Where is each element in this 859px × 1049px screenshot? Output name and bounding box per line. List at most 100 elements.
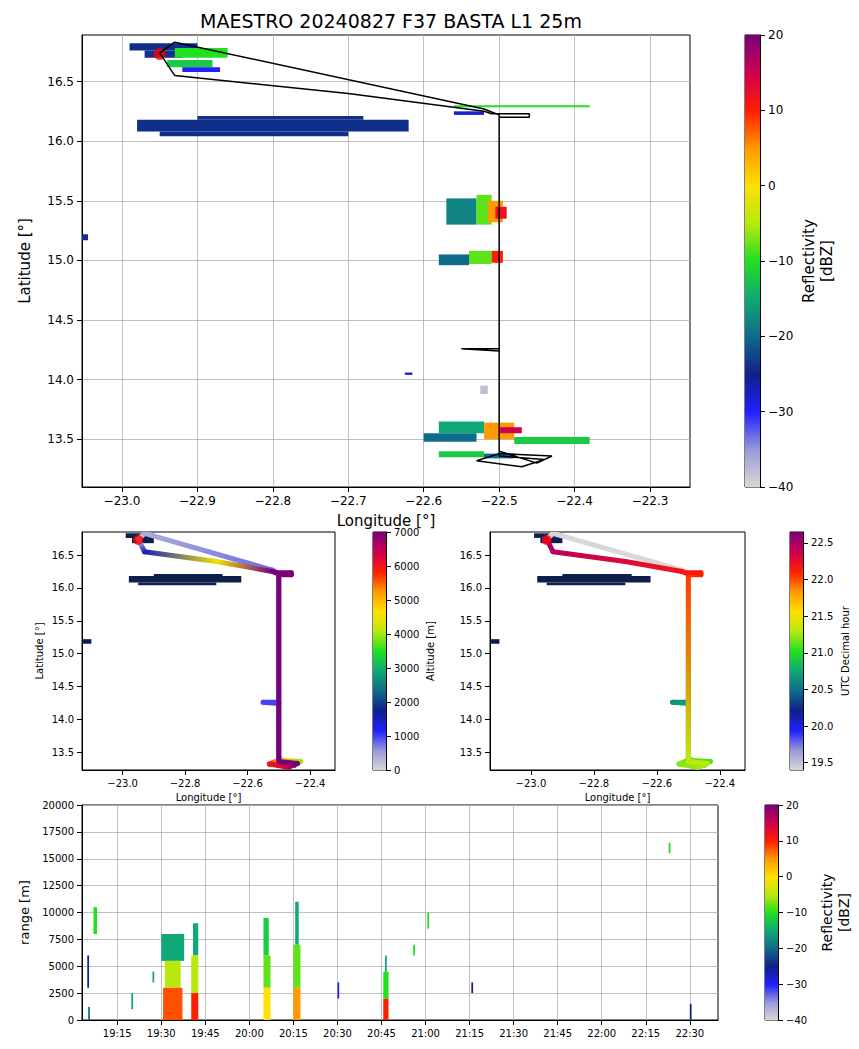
svg-text:−22.4: −22.4 — [556, 494, 593, 508]
svg-text:13.5: 13.5 — [460, 747, 482, 758]
svg-text:21:30: 21:30 — [499, 1028, 528, 1039]
svg-text:20.5: 20.5 — [811, 684, 833, 695]
svg-text:13.5: 13.5 — [52, 747, 74, 758]
svg-text:[dBZ]: [dBZ] — [818, 240, 836, 282]
svg-text:−10: −10 — [768, 254, 793, 268]
svg-text:15.0: 15.0 — [460, 648, 482, 659]
svg-text:22.0: 22.0 — [811, 574, 833, 585]
svg-text:22:15: 22:15 — [631, 1028, 660, 1039]
svg-text:−22.8: −22.8 — [579, 778, 610, 789]
svg-text:20000: 20000 — [42, 800, 74, 811]
svg-text:20:30: 20:30 — [323, 1028, 352, 1039]
svg-text:2000: 2000 — [394, 697, 419, 708]
svg-text:20.0: 20.0 — [811, 721, 833, 732]
svg-text:21:15: 21:15 — [455, 1028, 484, 1039]
svg-text:21:00: 21:00 — [411, 1028, 440, 1039]
svg-text:−20: −20 — [768, 329, 793, 343]
svg-text:16.5: 16.5 — [47, 75, 74, 89]
svg-text:−22.4: −22.4 — [295, 778, 326, 789]
svg-text:Latitude [°]: Latitude [°] — [34, 622, 45, 679]
svg-text:Longitude [°]: Longitude [°] — [176, 792, 242, 803]
svg-text:19.5: 19.5 — [811, 757, 833, 768]
svg-text:Altitude [m]: Altitude [m] — [425, 621, 436, 681]
svg-text:19:30: 19:30 — [147, 1028, 176, 1039]
svg-text:−22.9: −22.9 — [179, 494, 216, 508]
svg-text:15.5: 15.5 — [47, 194, 74, 208]
svg-text:15.5: 15.5 — [460, 615, 482, 626]
svg-text:5000: 5000 — [394, 595, 419, 606]
svg-text:15.5: 15.5 — [52, 615, 74, 626]
svg-text:Reflectivity: Reflectivity — [819, 873, 835, 951]
svg-text:0: 0 — [68, 1015, 74, 1026]
svg-text:−22.3: −22.3 — [632, 494, 669, 508]
svg-text:−22.4: −22.4 — [704, 778, 735, 789]
svg-text:1000: 1000 — [394, 731, 419, 742]
svg-text:14.5: 14.5 — [47, 313, 74, 327]
svg-text:21:45: 21:45 — [543, 1028, 572, 1039]
svg-text:0: 0 — [768, 179, 776, 193]
svg-text:14.5: 14.5 — [52, 681, 74, 692]
svg-text:5000: 5000 — [49, 961, 74, 972]
svg-text:22.5: 22.5 — [811, 537, 833, 548]
svg-text:−22.6: −22.6 — [232, 778, 263, 789]
svg-text:15.0: 15.0 — [52, 648, 74, 659]
svg-text:19:45: 19:45 — [191, 1028, 220, 1039]
svg-text:−22.6: −22.6 — [405, 494, 442, 508]
svg-text:6000: 6000 — [394, 561, 419, 572]
svg-text:14.0: 14.0 — [47, 373, 74, 387]
svg-text:−23.0: −23.0 — [107, 778, 138, 789]
svg-text:UTC Decimal hour: UTC Decimal hour — [840, 605, 851, 696]
svg-text:[dBZ]: [dBZ] — [836, 893, 852, 932]
svg-text:19:15: 19:15 — [103, 1028, 132, 1039]
svg-text:−40: −40 — [768, 480, 793, 494]
svg-text:−40: −40 — [786, 1015, 807, 1026]
svg-text:16.0: 16.0 — [52, 582, 74, 593]
svg-text:Longitude [°]: Longitude [°] — [337, 512, 436, 530]
svg-text:16.5: 16.5 — [52, 550, 74, 561]
svg-text:0: 0 — [786, 871, 792, 882]
svg-text:20: 20 — [786, 800, 799, 811]
svg-text:−22.5: −22.5 — [481, 494, 518, 508]
svg-text:−23.0: −23.0 — [516, 778, 547, 789]
svg-text:−22.8: −22.8 — [254, 494, 291, 508]
svg-text:14.0: 14.0 — [460, 714, 482, 725]
svg-text:−10: −10 — [786, 907, 807, 918]
svg-text:22:30: 22:30 — [675, 1028, 704, 1039]
svg-text:Longitude [°]: Longitude [°] — [585, 792, 651, 803]
svg-text:7500: 7500 — [49, 934, 74, 945]
svg-text:22:00: 22:00 — [587, 1028, 616, 1039]
svg-text:4000: 4000 — [394, 629, 419, 640]
svg-text:−22.7: −22.7 — [330, 494, 367, 508]
svg-text:−20: −20 — [786, 943, 807, 954]
svg-text:7000: 7000 — [394, 527, 419, 538]
svg-text:Reflectivity: Reflectivity — [800, 219, 818, 303]
svg-text:10000: 10000 — [42, 907, 74, 918]
svg-text:MAESTRO 20240827 F37 BASTA L1: MAESTRO 20240827 F37 BASTA L1 25m — [200, 10, 582, 32]
svg-text:13.5: 13.5 — [47, 432, 74, 446]
svg-text:15.0: 15.0 — [47, 253, 74, 267]
svg-text:21.0: 21.0 — [811, 647, 833, 658]
svg-text:15000: 15000 — [42, 853, 74, 864]
svg-text:17500: 17500 — [42, 826, 74, 837]
svg-text:−30: −30 — [768, 405, 793, 419]
svg-text:range [m]: range [m] — [17, 880, 32, 945]
svg-text:20:45: 20:45 — [367, 1028, 396, 1039]
svg-text:3000: 3000 — [394, 663, 419, 674]
svg-text:14.0: 14.0 — [52, 714, 74, 725]
svg-text:−22.6: −22.6 — [642, 778, 673, 789]
svg-text:16.0: 16.0 — [47, 134, 74, 148]
svg-text:21.5: 21.5 — [811, 611, 833, 622]
svg-text:16.0: 16.0 — [460, 582, 482, 593]
svg-text:20:00: 20:00 — [235, 1028, 264, 1039]
svg-text:Latitude [°]: Latitude [°] — [16, 218, 34, 304]
svg-text:12500: 12500 — [42, 880, 74, 891]
svg-text:−22.8: −22.8 — [170, 778, 201, 789]
svg-text:10: 10 — [768, 103, 783, 117]
svg-text:14.5: 14.5 — [460, 681, 482, 692]
svg-text:2500: 2500 — [49, 988, 74, 999]
svg-text:20:15: 20:15 — [279, 1028, 308, 1039]
svg-text:−23.0: −23.0 — [104, 494, 141, 508]
svg-text:16.5: 16.5 — [460, 550, 482, 561]
svg-text:−30: −30 — [786, 979, 807, 990]
svg-text:10: 10 — [786, 835, 799, 846]
